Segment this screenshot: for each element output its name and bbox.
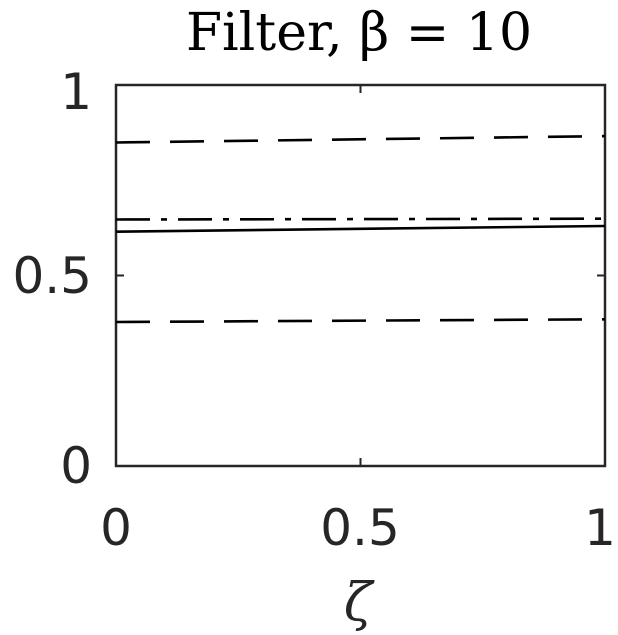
x-tick-label-0: 0 (100, 499, 132, 557)
series-line-1-dashed (115, 134, 606, 144)
y-tick-marks (116, 84, 605, 467)
x-tick-labels: 0 0.5 1 (100, 499, 616, 557)
y-tick-label-0: 0 (60, 437, 92, 495)
x-axis-label: ζ (344, 573, 375, 633)
series-group (115, 134, 606, 324)
plot-frame (114, 83, 607, 468)
series-line-4-dashed (115, 318, 606, 324)
x-tick-label-1: 1 (584, 499, 616, 557)
x-tick-label-0.5: 0.5 (320, 499, 400, 557)
series-line-3-solid (115, 224, 606, 233)
chart-title: Filter, β = 10 (186, 3, 532, 63)
y-tick-label-1: 1 (60, 63, 92, 121)
series-line-2-dashdot (115, 217, 606, 221)
x-tick-marks (115, 85, 606, 466)
plot-area (114, 83, 607, 468)
y-tick-labels: 0 0.5 1 (12, 63, 92, 495)
y-tick-label-0.5: 0.5 (12, 247, 92, 305)
